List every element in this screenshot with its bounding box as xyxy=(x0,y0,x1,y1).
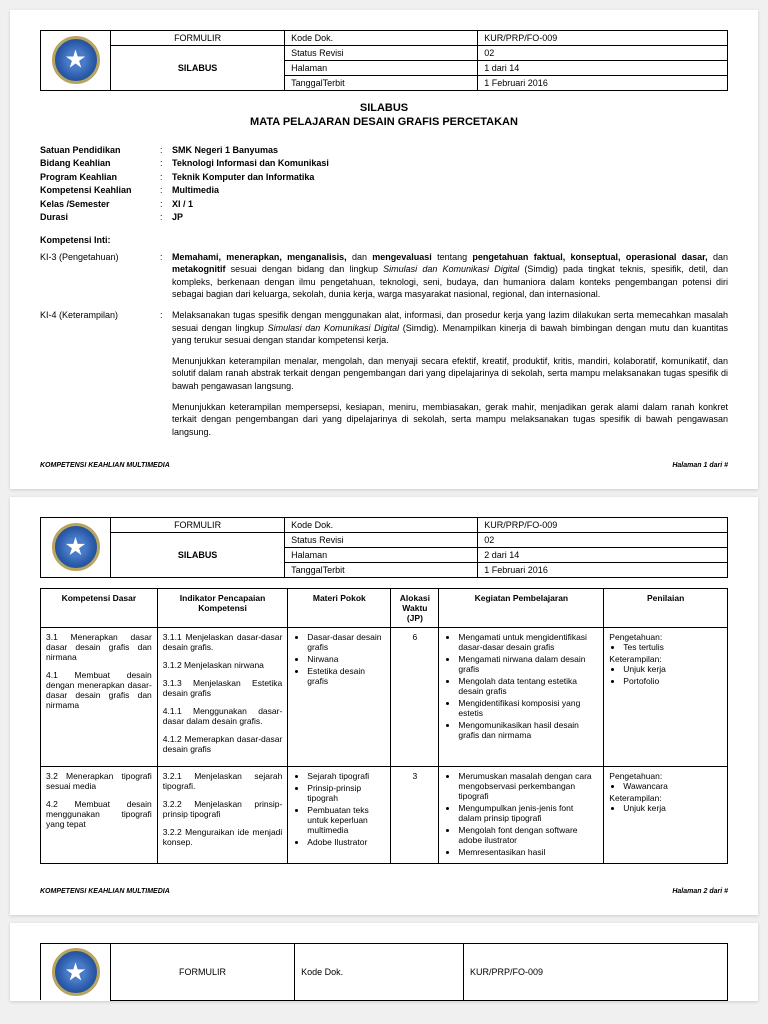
durasi-v: JP xyxy=(172,211,728,225)
title-line1: SILABUS xyxy=(40,101,728,115)
header-table-p1: FORMULIR Kode Dok. KUR/PRP/FO-009 SILABU… xyxy=(40,30,728,91)
kode-label: Kode Dok. xyxy=(285,31,478,46)
table-row: 3.1 Menerapkan dasar dasar desain grafis… xyxy=(41,628,728,767)
header-table-p2: FORMULIR Kode Dok. KUR/PRP/FO-009 SILABU… xyxy=(40,517,728,578)
header-table-p3: FORMULIR Kode Dok. KUR/PRP/FO-009 xyxy=(40,943,728,1001)
tanggal-val: 1 Februari 2016 xyxy=(478,76,728,91)
th-kd: Kompetensi Dasar xyxy=(41,589,158,628)
komp-v: Multimedia xyxy=(172,184,728,198)
satuan-v: SMK Negeri 1 Banyumas xyxy=(172,144,728,158)
program-l: Program Keahlian xyxy=(40,171,160,185)
footer-left: KOMPETENSI KEAHLIAN MULTIMEDIA xyxy=(40,462,170,469)
durasi-l: Durasi xyxy=(40,211,160,225)
status-val: 02 xyxy=(478,46,728,61)
silabus-label: SILABUS xyxy=(111,46,285,91)
th-aw: Alokasi Waktu (JP) xyxy=(391,589,439,628)
footer-right: Halaman 1 dari # xyxy=(672,462,728,469)
logo-cell xyxy=(41,31,111,91)
kelas-v: XI / 1 xyxy=(172,198,728,212)
kelas-l: Kelas /Semester xyxy=(40,198,160,212)
page-1: FORMULIR Kode Dok. KUR/PRP/FO-009 SILABU… xyxy=(10,10,758,489)
title-line2: MATA PELAJARAN DESAIN GRAFIS PERCETAKAN xyxy=(40,115,728,129)
formulir-label: FORMULIR xyxy=(111,31,285,46)
ki4-para3: Menunjukkan keterampilan mempersepsi, ke… xyxy=(172,401,728,439)
status-label: Status Revisi xyxy=(285,46,478,61)
th-mp: Materi Pokok xyxy=(288,589,391,628)
table-row: 3.2 Menerapkan tipografi sesuai media4.2… xyxy=(41,767,728,864)
footer-p1: KOMPETENSI KEAHLIAN MULTIMEDIA Halaman 1… xyxy=(40,462,728,469)
ki-heading: Kompetensi Inti: xyxy=(40,235,728,245)
ki3-row: KI-3 (Pengetahuan) : Memahami, menerapka… xyxy=(40,251,728,301)
th-ipk: Indikator Pencapaian Kompetensi xyxy=(157,589,288,628)
halaman-label: Halaman xyxy=(285,61,478,76)
kode-val: KUR/PRP/FO-009 xyxy=(478,31,728,46)
th-pen: Penilaian xyxy=(604,589,728,628)
tanggal-label: TanggalTerbit xyxy=(285,76,478,91)
ki4-row: KI-4 (Keterampilan) : Melaksanakan tugas… xyxy=(40,309,728,347)
info-block: Satuan Pendidikan:SMK Negeri 1 Banyumas … xyxy=(40,144,728,225)
ki3-text: Memahami, menerapkan, menganalisis, dan … xyxy=(172,251,728,301)
ki3-label: KI-3 (Pengetahuan) xyxy=(40,251,160,301)
page-2: FORMULIR Kode Dok. KUR/PRP/FO-009 SILABU… xyxy=(10,497,758,915)
bidang-l: Bidang Keahlian xyxy=(40,157,160,171)
komp-l: Kompetensi Keahlian xyxy=(40,184,160,198)
ki4-label: KI-4 (Keterampilan) xyxy=(40,309,160,347)
satuan-l: Satuan Pendidikan xyxy=(40,144,160,158)
syllabus-table: Kompetensi Dasar Indikator Pencapaian Ko… xyxy=(40,588,728,864)
program-v: Teknik Komputer dan Informatika xyxy=(172,171,728,185)
page-3: FORMULIR Kode Dok. KUR/PRP/FO-009 xyxy=(10,923,758,1001)
ki4-para2: Menunjukkan keterampilan menalar, mengol… xyxy=(172,355,728,393)
doc-title: SILABUS MATA PELAJARAN DESAIN GRAFIS PER… xyxy=(40,101,728,130)
th-kp: Kegiatan Pembelajaran xyxy=(439,589,604,628)
halaman-val: 1 dari 14 xyxy=(478,61,728,76)
school-logo-icon xyxy=(52,948,100,996)
school-logo-icon xyxy=(52,36,100,84)
school-logo-icon xyxy=(52,523,100,571)
footer-p2: KOMPETENSI KEAHLIAN MULTIMEDIA Halaman 2… xyxy=(40,888,728,895)
ki4-text: Melaksanakan tugas spesifik dengan mengg… xyxy=(172,309,728,347)
bidang-v: Teknologi Informasi dan Komunikasi xyxy=(172,157,728,171)
